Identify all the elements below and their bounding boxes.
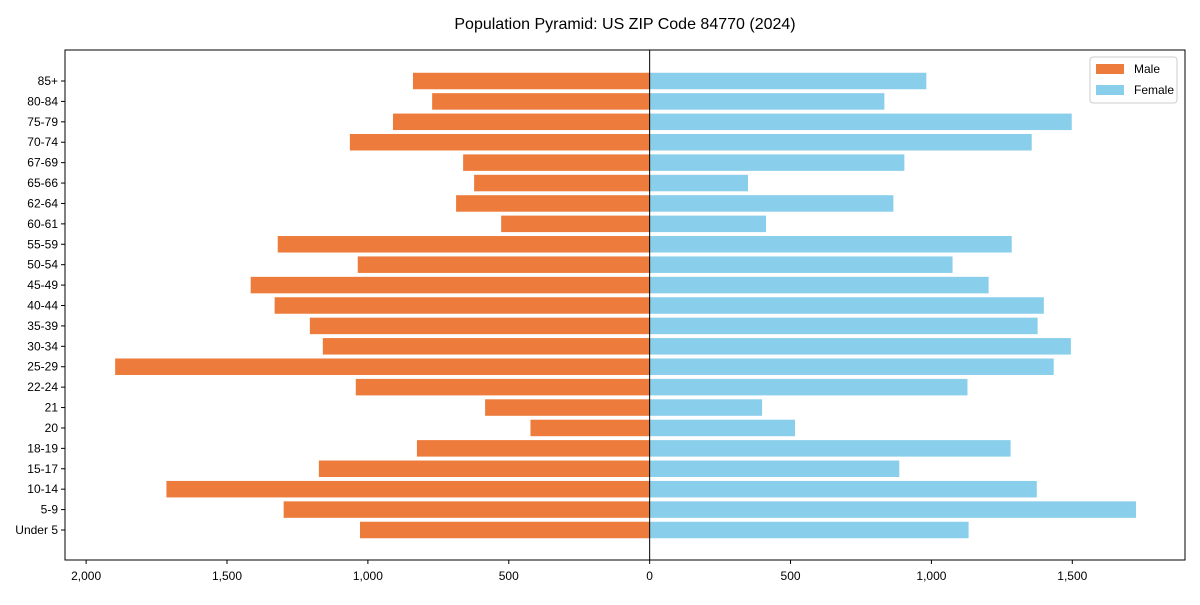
bar-male-40-44 xyxy=(274,297,650,314)
x-tick-label: 1,000 xyxy=(916,569,946,583)
bar-female-45-49 xyxy=(649,276,989,294)
y-tick-label: 75-79 xyxy=(27,115,58,129)
x-tick-label: 1,500 xyxy=(212,569,242,583)
legend: Male Female xyxy=(1089,56,1178,104)
bar-female-35-39 xyxy=(649,317,1038,335)
bar-female-80-84 xyxy=(649,93,885,110)
bar-female-65-66 xyxy=(649,174,748,192)
bar-female-15-17 xyxy=(649,460,900,478)
bar-male-30-34 xyxy=(322,338,650,355)
bar-female-62-64 xyxy=(649,195,894,212)
bar-male-65-66 xyxy=(474,174,650,192)
bar-male-20 xyxy=(530,419,650,437)
bar-female-85+ xyxy=(649,72,927,90)
y-tick-label: 18-19 xyxy=(27,441,58,455)
legend-label-female: Female xyxy=(1134,83,1174,97)
bar-male-75-79 xyxy=(392,113,650,131)
y-tick-label: 10-14 xyxy=(27,482,58,496)
bar-female-40-44 xyxy=(649,297,1044,314)
legend-label-male: Male xyxy=(1134,62,1160,76)
y-tick-label: 70-74 xyxy=(27,135,58,149)
bar-female-20 xyxy=(649,419,796,437)
x-tick-label: 1,000 xyxy=(353,569,383,583)
x-tick-label: 500 xyxy=(781,569,801,583)
chart-title: Population Pyramid: US ZIP Code 84770 (2… xyxy=(454,16,795,33)
bar-female-Under 5 xyxy=(649,521,969,539)
bar-female-5-9 xyxy=(649,501,1136,518)
y-tick-label: 30-34 xyxy=(27,339,58,353)
bar-female-67-69 xyxy=(649,154,905,171)
bar-female-21 xyxy=(649,399,763,416)
bar-male-25-29 xyxy=(115,358,650,375)
bar-female-10-14 xyxy=(649,480,1037,498)
bar-female-50-54 xyxy=(649,256,953,273)
bar-male-55-59 xyxy=(277,236,650,253)
x-tick-label: 500 xyxy=(499,569,519,583)
bar-female-18-19 xyxy=(649,440,1011,457)
bar-male-62-64 xyxy=(456,195,650,212)
bar-male-15-17 xyxy=(318,460,650,478)
bar-female-30-34 xyxy=(649,338,1071,355)
legend-swatch-male xyxy=(1096,64,1124,74)
bar-female-75-79 xyxy=(649,113,1072,131)
bar-male-35-39 xyxy=(309,317,650,335)
y-tick-label: 50-54 xyxy=(27,258,58,272)
bar-male-67-69 xyxy=(463,154,650,171)
bar-female-25-29 xyxy=(649,358,1054,375)
x-tick-label: 2,000 xyxy=(71,569,101,583)
y-tick-label: 60-61 xyxy=(27,217,58,231)
y-tick-label: 45-49 xyxy=(27,278,58,292)
y-tick-label: 5-9 xyxy=(41,503,59,517)
y-tick-label: 62-64 xyxy=(27,196,58,210)
y-tick-label: 80-84 xyxy=(27,94,58,108)
x-tick-label: 1,500 xyxy=(1057,569,1087,583)
bar-male-60-61 xyxy=(501,215,650,233)
bar-male-18-19 xyxy=(416,440,650,457)
y-tick-label: Under 5 xyxy=(15,523,58,537)
bar-male-50-54 xyxy=(357,256,650,273)
bar-male-45-49 xyxy=(250,276,650,294)
bar-female-22-24 xyxy=(649,378,968,396)
legend-swatch-female xyxy=(1096,85,1124,95)
y-tick-label: 65-66 xyxy=(27,176,58,190)
bar-male-5-9 xyxy=(283,501,650,518)
bar-female-60-61 xyxy=(649,215,767,233)
y-tick-label: 20 xyxy=(45,421,59,435)
y-tick-label: 35-39 xyxy=(27,319,58,333)
y-tick-label: 55-59 xyxy=(27,237,58,251)
bar-male-70-74 xyxy=(349,133,650,151)
bar-male-85+ xyxy=(412,72,650,90)
y-tick-label: 15-17 xyxy=(27,462,58,476)
y-tick-label: 25-29 xyxy=(27,360,58,374)
plot-frame xyxy=(64,49,1186,561)
bar-male-21 xyxy=(485,399,650,416)
y-tick-label: 67-69 xyxy=(27,156,58,170)
bar-male-22-24 xyxy=(355,378,650,396)
y-tick-label: 85+ xyxy=(38,74,58,88)
bar-male-Under 5 xyxy=(360,521,650,539)
y-tick-label: 40-44 xyxy=(27,299,58,313)
y-tick-label: 21 xyxy=(45,401,59,415)
bar-female-70-74 xyxy=(649,133,1032,151)
bar-male-10-14 xyxy=(166,480,650,498)
x-tick-label: 0 xyxy=(646,569,653,583)
bar-male-80-84 xyxy=(432,93,650,110)
bar-female-55-59 xyxy=(649,236,1012,253)
y-tick-label: 22-24 xyxy=(27,380,58,394)
